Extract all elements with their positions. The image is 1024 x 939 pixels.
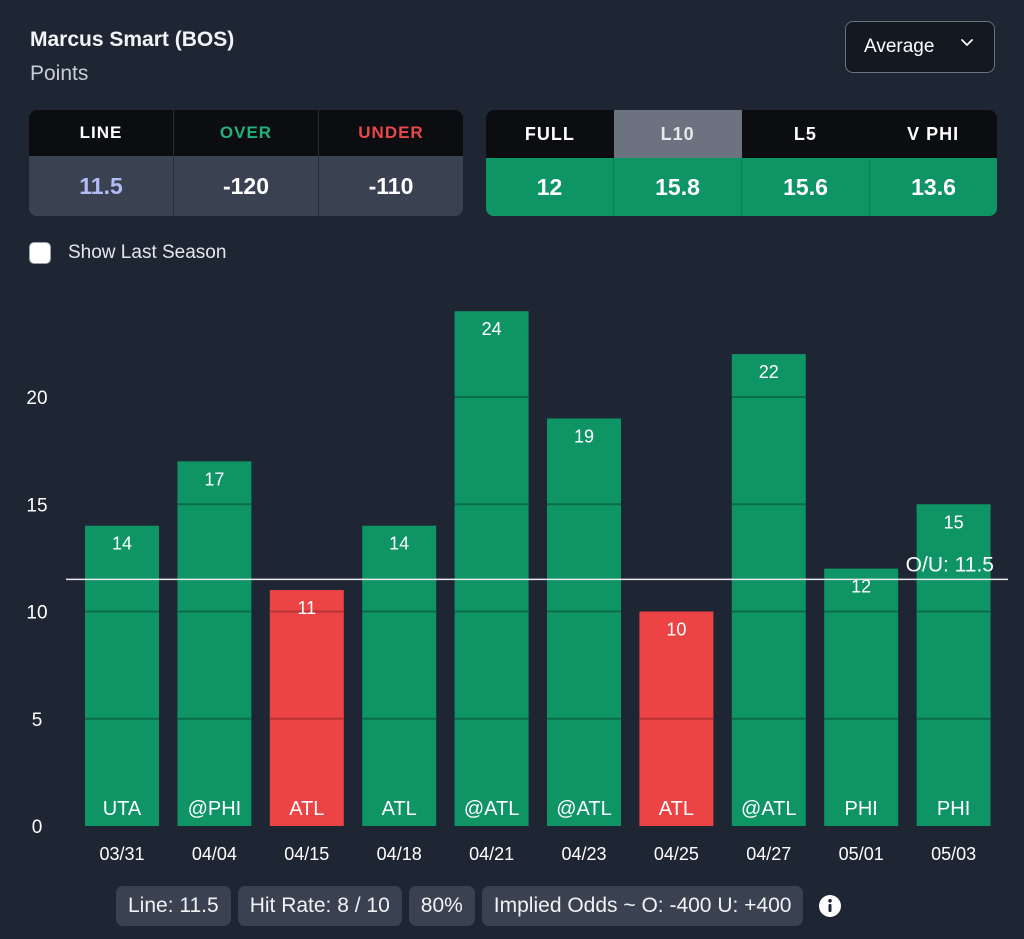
odds-header-line: LINE	[29, 110, 174, 156]
odds-value-under: -110	[368, 172, 414, 199]
bar-value-label: 19	[574, 426, 594, 446]
x-tick-label: 03/31	[99, 844, 144, 864]
odds-table: LINE OVER UNDER 11.5 -120 -110	[29, 110, 463, 216]
bar	[547, 418, 621, 826]
bar-value-label: 22	[759, 362, 779, 382]
x-tick-label: 04/21	[469, 844, 514, 864]
bar	[731, 354, 806, 826]
y-tick-label: 5	[32, 710, 43, 731]
stat-mode-dropdown[interactable]: Average	[845, 21, 995, 73]
stat-subtitle: Points	[30, 62, 89, 85]
average-value-v-phi: 13.6	[911, 173, 956, 200]
x-tick-label: 04/25	[654, 844, 699, 864]
summary-footer: Line: 11.5 Hit Rate: 8 / 10 80% Implied …	[116, 886, 842, 926]
y-tick-label: 15	[26, 495, 47, 516]
odds-header-under: UNDER	[358, 123, 424, 142]
bar-opponent-label: @ATL	[741, 798, 797, 820]
bar-opponent-label: ATL	[289, 798, 324, 820]
tab-l5[interactable]: L5	[793, 123, 817, 144]
show-last-season-label: Show Last Season	[68, 242, 227, 263]
info-icon[interactable]	[818, 894, 842, 918]
bar-opponent-label: PHI	[937, 798, 970, 820]
player-title: Marcus Smart (BOS)	[30, 28, 235, 51]
tab-l10[interactable]: L10	[613, 110, 742, 158]
odds-header-over: OVER	[174, 110, 319, 156]
x-tick-label: 05/03	[931, 844, 976, 864]
line-pill: Line: 11.5	[116, 886, 231, 926]
points-bar-chart: 0 5 10 15 20 14 UTA 03/31 17 @PHI 04/04 11 ATL 04/15 1…	[26, 311, 1008, 864]
x-tick-label: 04/27	[746, 844, 791, 864]
y-tick-label: 0	[32, 817, 43, 838]
bar-value-label: 15	[944, 512, 964, 532]
average-value-l5: 15.6	[742, 158, 870, 216]
bar-opponent-label: @ATL	[464, 798, 520, 820]
show-last-season-checkbox[interactable]	[29, 242, 51, 264]
tab-full[interactable]: FULL	[524, 123, 575, 144]
average-value-full: 12	[486, 158, 614, 216]
y-tick-label: 10	[26, 603, 47, 624]
bar-opponent-label: @PHI	[188, 798, 242, 820]
bar-value-label: 14	[389, 534, 409, 554]
odds-value-line: 11.5	[29, 156, 174, 216]
x-tick-label: 04/04	[192, 844, 237, 864]
hit-rate-pill: Hit Rate: 8 / 10	[237, 886, 402, 926]
x-tick-label: 04/15	[284, 844, 329, 864]
bar	[177, 461, 252, 826]
x-tick-label: 04/18	[377, 844, 422, 864]
bar	[269, 590, 344, 826]
bar	[362, 525, 437, 826]
bar-opponent-label: PHI	[845, 798, 878, 820]
bar	[85, 525, 159, 826]
bar-value-label: 12	[851, 577, 871, 597]
dropdown-value: Average	[864, 36, 935, 57]
tab-v-phi[interactable]: V PHI	[907, 123, 960, 144]
bar	[824, 568, 899, 826]
y-tick-label: 20	[26, 388, 47, 409]
show-last-season-toggle[interactable]: Show Last Season	[29, 242, 226, 264]
bar	[916, 504, 991, 826]
bar-value-label: 17	[204, 469, 224, 489]
odds-value-over: -120	[174, 156, 319, 216]
implied-odds-pill: Implied Odds ~ O: -400 U: +400	[481, 886, 804, 926]
bar-opponent-label: @ATL	[556, 798, 612, 820]
x-tick-label: 05/01	[839, 844, 884, 864]
bar-opponent-label: ATL	[659, 798, 694, 820]
bar-value-label: 11	[297, 598, 316, 618]
bar-value-label: 24	[482, 319, 502, 339]
x-tick-label: 04/23	[561, 844, 606, 864]
chevron-down-icon	[961, 39, 973, 46]
bar-value-label: 14	[112, 534, 132, 554]
bar	[454, 311, 529, 826]
bar-opponent-label: ATL	[382, 798, 417, 820]
averages-table: FULL L10 L5 V PHI 12 15.8 15.6 13.6	[486, 110, 997, 216]
hit-percent-pill: 80%	[408, 886, 475, 926]
bar-opponent-label: UTA	[103, 798, 142, 820]
average-value-l10: 15.8	[614, 158, 742, 216]
ou-line-label: O/U: 11.5	[906, 553, 994, 576]
bar-value-label: 10	[666, 620, 686, 640]
